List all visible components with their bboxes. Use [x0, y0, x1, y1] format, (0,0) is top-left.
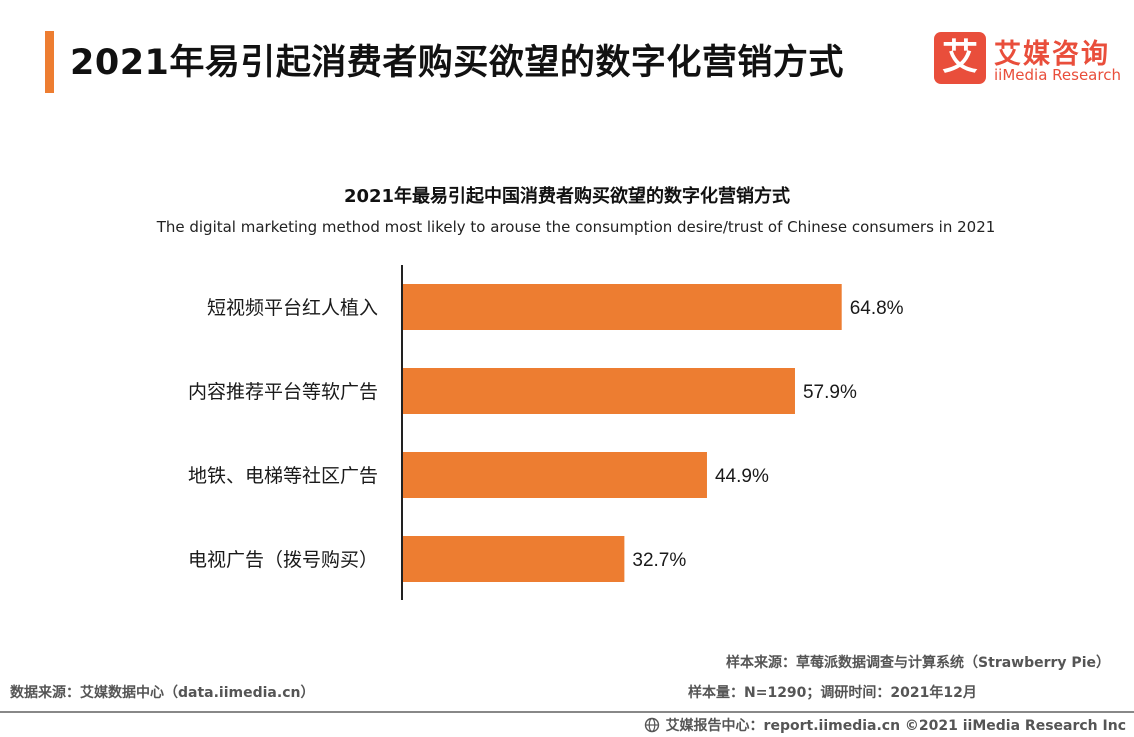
value-label-2: 44.9% — [715, 466, 769, 487]
category-label-0: 短视频平台红人植入 — [207, 297, 378, 319]
page-title: 2021年易引起消费者购买欲望的数字化营销方式 — [70, 43, 844, 83]
category-label-2: 地铁、电梯等社区广告 — [188, 465, 378, 487]
logo-text-cn: 艾媒咨询 — [994, 39, 1110, 70]
brand-logo: 艾 艾媒咨询 iiMedia Research — [934, 32, 1121, 86]
bar-3 — [403, 536, 625, 582]
sample-size-note: 样本量：N=1290；调研时间：2021年12月 — [688, 685, 977, 701]
category-label-1: 内容推荐平台等软广告 — [188, 381, 378, 403]
value-label-1: 57.9% — [803, 382, 857, 403]
bar-chart: 短视频平台红人植入 64.8% 内容推荐平台等软广告 57.9% 地铁、电梯等社区广告 4… — [188, 265, 904, 600]
globe-icon — [644, 717, 659, 733]
footer-divider — [0, 711, 1134, 713]
sample-source-note: 样本来源：草莓派数据调查与计算系统（Strawberry Pie） — [726, 655, 1110, 671]
value-label-3: 32.7% — [632, 550, 686, 571]
bar-1 — [403, 368, 795, 414]
logo-mark-icon: 艾 — [934, 32, 986, 84]
footer-text: 艾媒报告中心：report.iimedia.cn ©2021 iiMedia R… — [665, 718, 1126, 734]
category-label-3: 电视广告（拨号购买） — [188, 549, 378, 571]
data-source-note: 数据来源：艾媒数据中心（data.iimedia.cn） — [10, 685, 315, 701]
title-accent-bar — [45, 31, 54, 93]
value-label-0: 64.8% — [850, 298, 904, 319]
footer: 艾媒报告中心：report.iimedia.cn ©2021 iiMedia R… — [644, 715, 1126, 735]
chart-subtitle: The digital marketing method most likely… — [156, 218, 996, 236]
chart-title: 2021年最易引起中国消费者购买欲望的数字化营销方式 — [343, 186, 791, 207]
logo-text-en: iiMedia Research — [994, 66, 1121, 84]
bar-0 — [403, 284, 842, 330]
bar-2 — [403, 452, 707, 498]
